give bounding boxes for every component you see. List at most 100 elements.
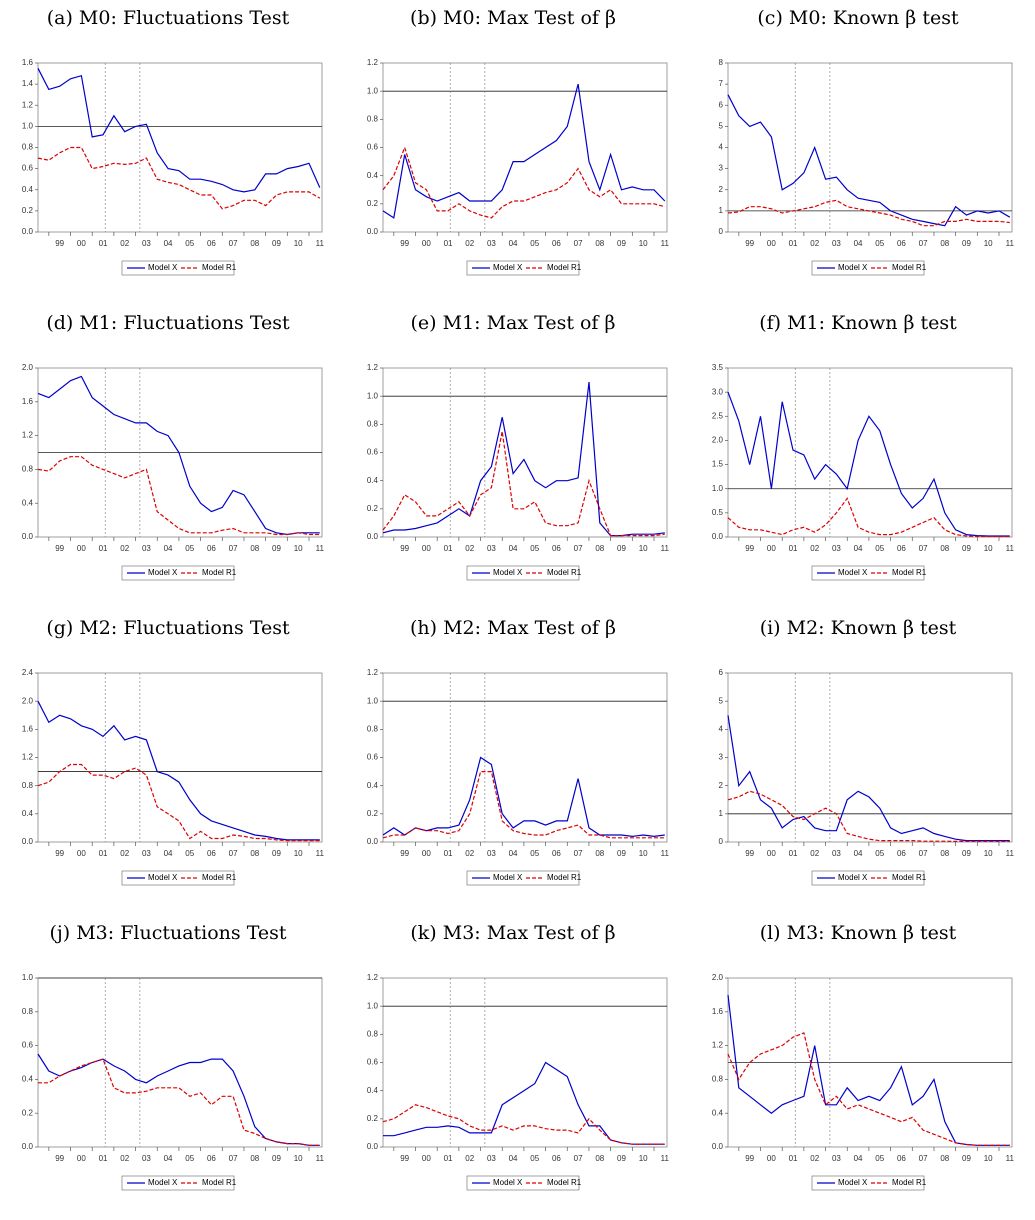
- series-line: [382, 756, 665, 838]
- x-tick-label: 08: [595, 849, 604, 858]
- y-tick-label: 0.2: [22, 1108, 34, 1117]
- x-tick-label: 05: [185, 1154, 194, 1163]
- y-tick-label: 2.0: [22, 363, 34, 372]
- y-tick-label: 0.8: [22, 781, 34, 790]
- legend-label: Model X: [493, 568, 523, 577]
- x-tick-label: 06: [552, 1154, 561, 1163]
- legend-box: [121, 870, 235, 886]
- x-tick-label: 09: [962, 544, 971, 553]
- panel-title: (c) M0: Known β test: [757, 7, 959, 29]
- series-line: [727, 391, 1010, 537]
- x-tick-label: 01: [444, 239, 453, 248]
- plot-frame: [37, 672, 323, 843]
- y-tick-label: 1.4: [22, 79, 34, 88]
- x-tick-label: 07: [229, 239, 238, 248]
- x-tick-label: 06: [552, 849, 561, 858]
- series-line: [382, 771, 665, 839]
- y-tick-label: 6: [719, 668, 724, 677]
- x-tick-label: 09: [617, 239, 626, 248]
- x-tick-label: 06: [207, 849, 216, 858]
- panel-title: (g) M2: Fluctuations Test: [46, 617, 290, 639]
- x-tick-label: 00: [767, 544, 776, 553]
- y-tick-label: 0.8: [367, 114, 379, 123]
- y-tick-label: 0.4: [712, 1108, 724, 1117]
- x-tick-label: 06: [897, 849, 906, 858]
- x-tick-label: 11: [661, 1154, 670, 1163]
- x-tick-label: 05: [530, 849, 539, 858]
- y-tick-label: 0.4: [22, 1075, 34, 1084]
- x-tick-label: 99: [55, 239, 64, 248]
- legend-label: Model X: [838, 568, 868, 577]
- x-tick-label: 01: [789, 544, 798, 553]
- x-tick-label: 04: [509, 849, 518, 858]
- x-tick-label: 09: [962, 849, 971, 858]
- x-tick-label: 02: [810, 239, 819, 248]
- y-tick-label: 1.6: [22, 58, 34, 67]
- x-tick-label: 10: [294, 849, 303, 858]
- x-tick-label: 05: [185, 544, 194, 553]
- x-tick-label: 09: [272, 849, 281, 858]
- y-tick-label: 0.5: [712, 508, 724, 517]
- y-tick-label: 0.2: [367, 1114, 379, 1123]
- x-tick-label: 05: [875, 849, 884, 858]
- legend-label: Model R1: [892, 568, 927, 577]
- series-line: [727, 1032, 1010, 1146]
- series-line: [37, 1053, 320, 1146]
- y-tick-label: 0.8: [22, 465, 34, 474]
- x-tick-label: 07: [574, 239, 583, 248]
- y-tick-label: 5: [719, 121, 724, 130]
- x-tick-label: 02: [465, 849, 474, 858]
- x-tick-label: 11: [316, 1154, 325, 1163]
- x-tick-label: 11: [661, 849, 670, 858]
- x-tick-label: 04: [164, 849, 173, 858]
- y-tick-label: 1.2: [712, 1041, 724, 1050]
- x-tick-label: 10: [639, 849, 648, 858]
- y-tick-label: 0: [719, 837, 724, 846]
- y-tick-label: 0.0: [367, 1142, 379, 1151]
- x-tick-label: 05: [530, 1154, 539, 1163]
- plot-frame: [727, 62, 1013, 233]
- y-tick-label: 1.6: [712, 1007, 724, 1016]
- y-tick-label: 2.0: [712, 436, 724, 445]
- y-tick-label: 2: [719, 185, 724, 194]
- x-tick-label: 99: [745, 1154, 754, 1163]
- legend-label: Model X: [148, 1178, 178, 1187]
- x-tick-label: 01: [444, 544, 453, 553]
- x-tick-label: 01: [444, 1154, 453, 1163]
- legend-label: Model X: [148, 873, 178, 882]
- x-tick-label: 01: [99, 239, 108, 248]
- x-tick-label: 03: [832, 1154, 841, 1163]
- x-tick-label: 07: [574, 544, 583, 553]
- y-tick-label: 1: [719, 809, 724, 818]
- x-tick-label: 99: [745, 544, 754, 553]
- plot-frame: [382, 977, 668, 1148]
- x-tick-label: 05: [185, 239, 194, 248]
- series-line: [383, 1061, 665, 1145]
- legend-label: Model R1: [547, 873, 582, 882]
- x-tick-label: 99: [400, 849, 409, 858]
- x-tick-label: 02: [120, 239, 129, 248]
- x-tick-label: 10: [639, 544, 648, 553]
- x-tick-label: 04: [854, 544, 863, 553]
- series-line: [37, 375, 320, 536]
- panel-title: (i) M2: Known β test: [760, 617, 957, 639]
- x-tick-label: 00: [767, 1154, 776, 1163]
- plot-frame: [382, 62, 668, 233]
- x-tick-label: 01: [99, 1154, 108, 1163]
- y-tick-label: 1.6: [22, 397, 34, 406]
- x-tick-label: 99: [55, 1154, 64, 1163]
- series-line: [38, 1058, 320, 1146]
- x-tick-label: 04: [509, 239, 518, 248]
- legend-label: Model R1: [202, 1178, 237, 1187]
- x-tick-label: 05: [185, 849, 194, 858]
- legend-box: [466, 1175, 580, 1191]
- x-tick-label: 11: [661, 544, 670, 553]
- y-tick-label: 0.8: [367, 1029, 379, 1038]
- x-tick-label: 11: [1006, 849, 1015, 858]
- legend-label: Model R1: [547, 263, 582, 272]
- y-tick-label: 2.5: [712, 411, 724, 420]
- y-tick-label: 0.4: [22, 185, 34, 194]
- y-tick-label: 0.4: [367, 1086, 379, 1095]
- x-tick-label: 01: [444, 849, 453, 858]
